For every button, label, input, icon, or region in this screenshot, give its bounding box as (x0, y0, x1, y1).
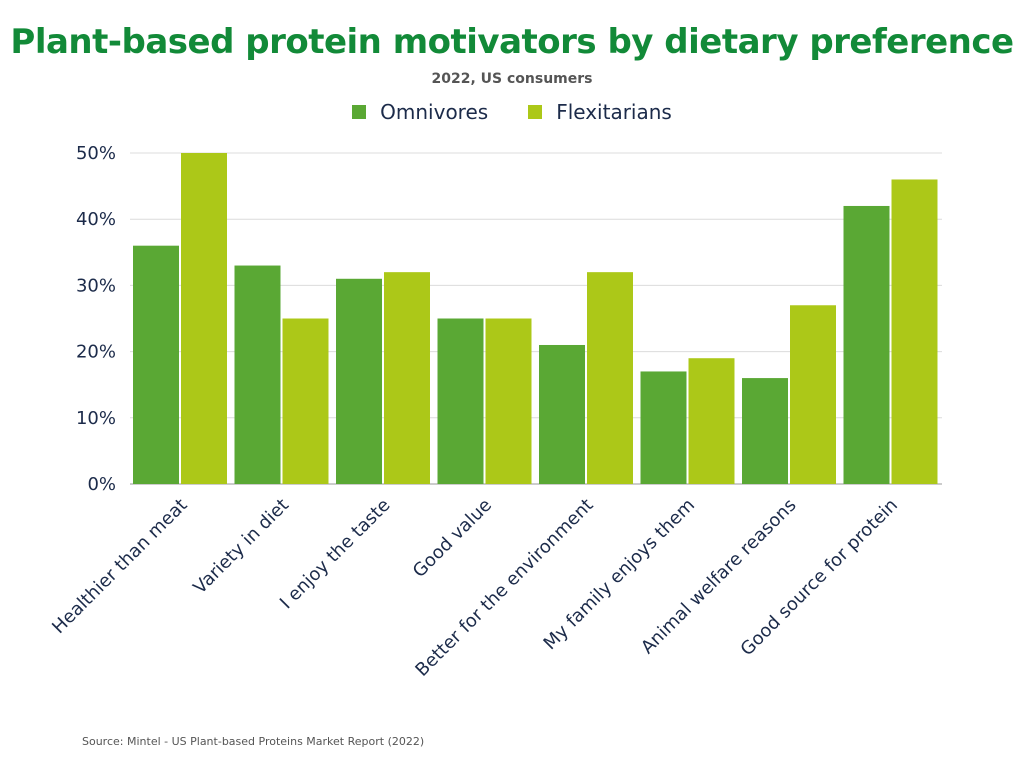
y-tick-label: 40% (76, 209, 116, 230)
bar-flexitarians-2 (282, 318, 329, 484)
bar-omnivores-7 (742, 378, 788, 484)
legend-label-flexitarians: Flexitarians (556, 100, 672, 124)
bar-flexitarians-5 (587, 272, 633, 484)
x-category-label: Variety in diet (189, 495, 293, 599)
bar-omnivores-4 (437, 318, 484, 484)
bar-flexitarians-7 (790, 305, 836, 484)
bar-flexitarians-4 (485, 318, 532, 484)
chart-subtitle: 2022, US consumers (431, 71, 593, 87)
bar-flexitarians-1 (181, 153, 227, 484)
bar-omnivores-5 (539, 344, 585, 484)
legend-item-omnivores: Omnivores (352, 100, 488, 124)
chart-legend: Omnivores Flexitarians (0, 100, 1024, 124)
y-tick-label: 0% (87, 474, 116, 495)
bar-flexitarians-8 (891, 179, 938, 485)
source-note: Source: Mintel - US Plant-based Proteins… (82, 735, 425, 748)
x-category-label: Better for the environment (411, 495, 597, 681)
bar-flexitarians-3 (384, 272, 430, 484)
legend-swatch-flexitarians (528, 105, 543, 119)
chart-title: Plant-based protein motivators by dietar… (10, 22, 1014, 62)
bar-omnivores-1 (133, 245, 179, 484)
bar-omnivores-2 (234, 265, 281, 484)
x-category-label: Good value (409, 495, 496, 582)
x-category-label: Healthier than meat (48, 495, 191, 638)
bar-flexitarians-6 (688, 358, 735, 484)
bar-omnivores-8 (843, 205, 890, 484)
y-tick-label: 20% (76, 342, 116, 363)
x-category-label: I enjoy the taste (276, 495, 395, 614)
y-tick-label: 30% (76, 275, 116, 296)
bar-omnivores-6 (640, 371, 687, 484)
legend-swatch-omnivores (352, 105, 367, 119)
y-tick-label: 50% (76, 143, 116, 164)
bar-omnivores-3 (336, 278, 382, 484)
y-tick-label: 10% (76, 408, 116, 429)
legend-label-omnivores: Omnivores (380, 100, 489, 124)
legend-item-flexitarians: Flexitarians (528, 100, 672, 124)
